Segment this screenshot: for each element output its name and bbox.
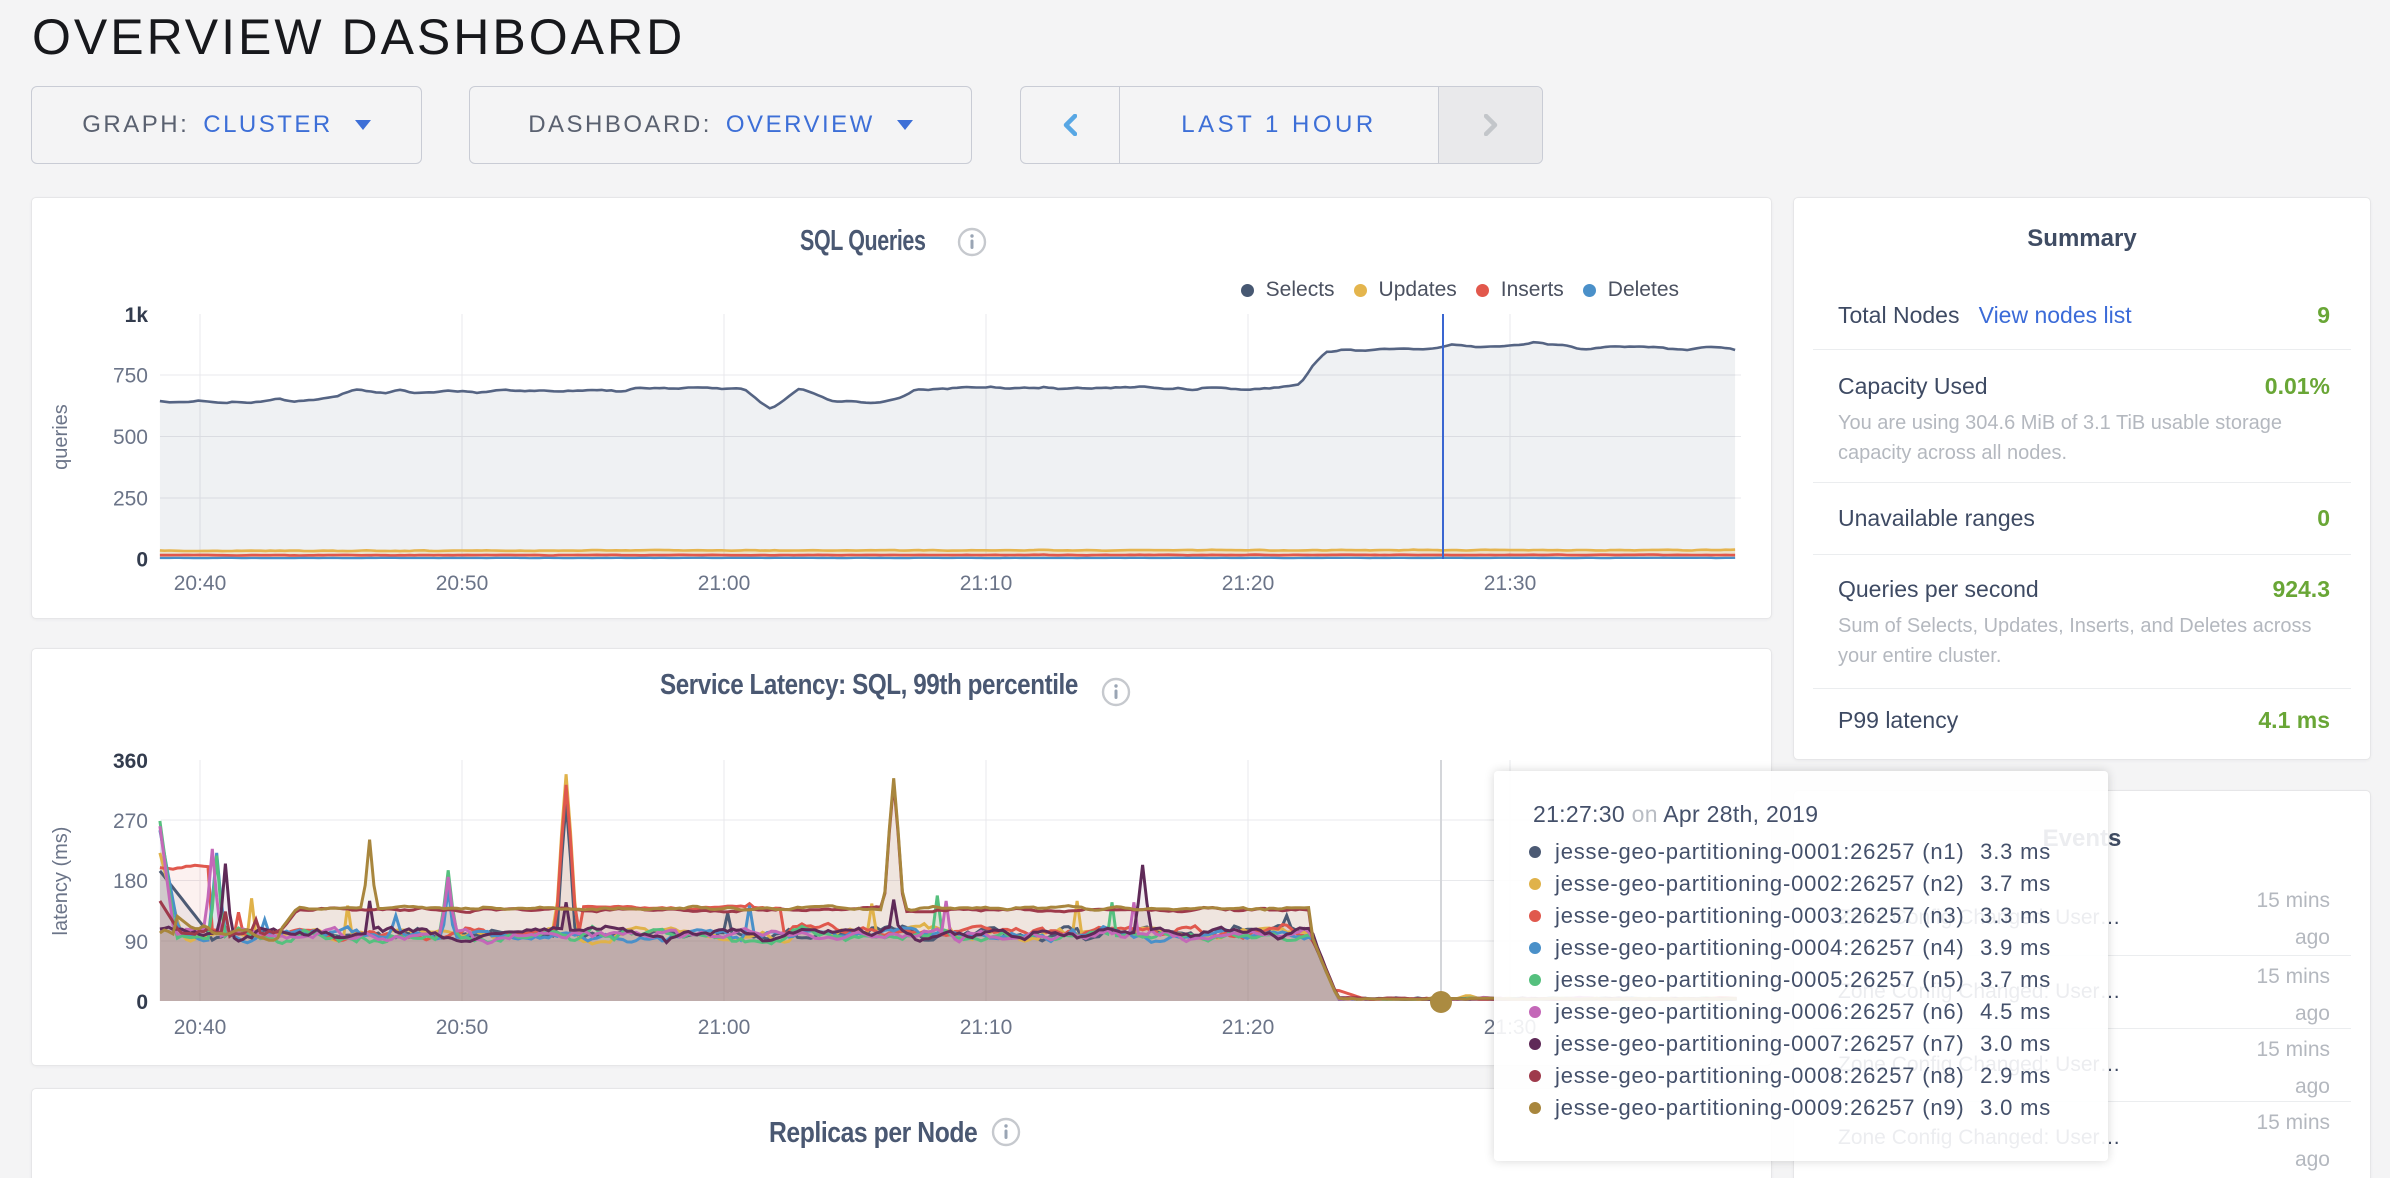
svg-text:270: 270 (113, 810, 148, 833)
svg-text:20:50: 20:50 (436, 572, 489, 595)
svg-text:latency (ms): latency (ms) (50, 827, 72, 936)
svg-text:20:40: 20:40 (174, 572, 227, 595)
svg-text:1k: 1k (125, 304, 149, 327)
svg-text:21:30: 21:30 (1484, 572, 1537, 595)
svg-text:0: 0 (136, 991, 148, 1014)
svg-text:21:10: 21:10 (960, 1016, 1013, 1039)
svg-text:0: 0 (136, 549, 148, 572)
svg-text:21:10: 21:10 (960, 572, 1013, 595)
svg-text:21:00: 21:00 (698, 1016, 751, 1039)
svg-text:180: 180 (113, 870, 148, 893)
svg-text:21:20: 21:20 (1222, 1016, 1275, 1039)
svg-text:21:20: 21:20 (1222, 572, 1275, 595)
svg-text:queries: queries (50, 404, 72, 470)
svg-text:20:50: 20:50 (436, 1016, 489, 1039)
svg-text:21:00: 21:00 (698, 572, 751, 595)
svg-text:20:40: 20:40 (174, 1016, 227, 1039)
svg-text:750: 750 (113, 365, 148, 388)
svg-text:500: 500 (113, 426, 148, 449)
svg-text:90: 90 (125, 931, 148, 954)
svg-text:360: 360 (113, 750, 148, 773)
svg-text:250: 250 (113, 488, 148, 511)
